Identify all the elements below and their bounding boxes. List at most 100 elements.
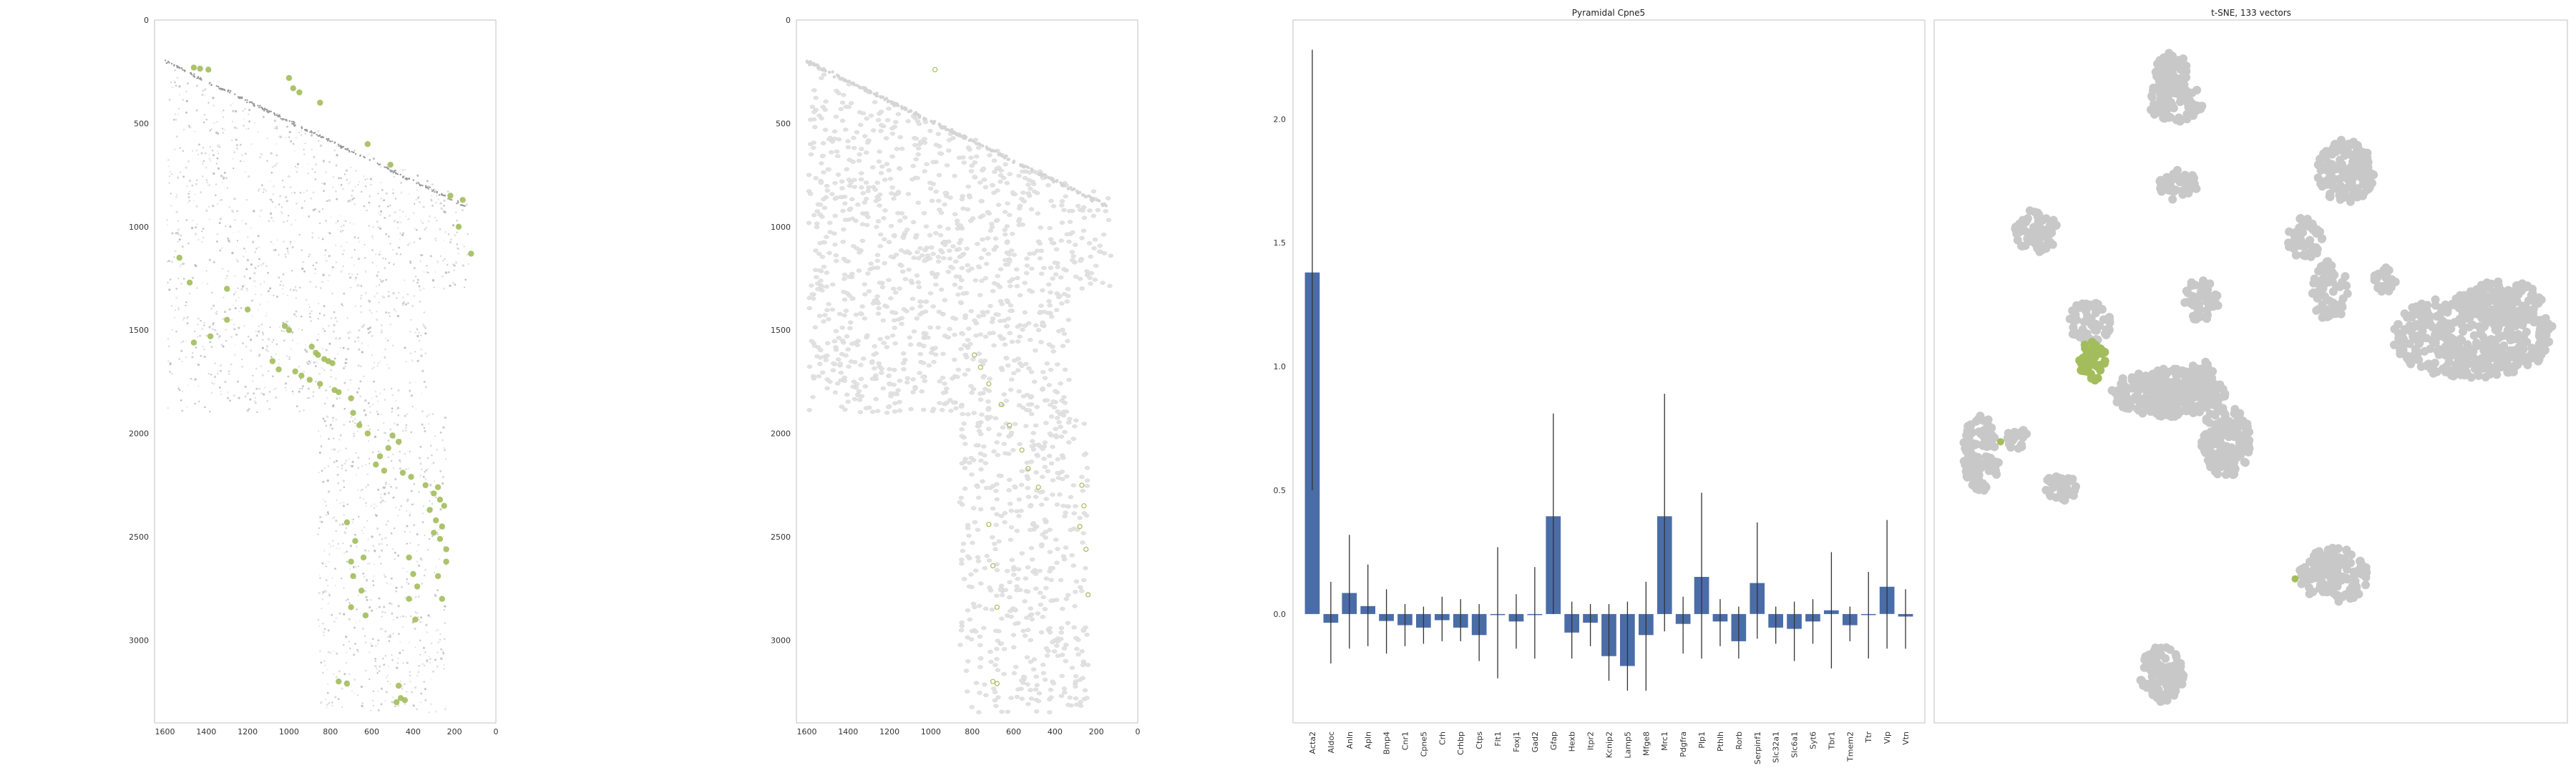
segmented-cell [1019,551,1025,555]
tissue-speck [424,699,427,701]
highlight-point [348,604,354,611]
tissue-speck [258,354,261,356]
boundary-speck [348,150,351,153]
tissue-speck [343,407,346,410]
segmented-cell [1028,207,1035,212]
tissue-speck [412,212,415,215]
segmented-cell [844,334,850,339]
tissue-speck [336,198,338,200]
x-tick-label: Pdgfra [1679,731,1688,757]
tissue-speck [375,395,378,398]
segmented-cell [853,312,859,317]
boundary-speck [244,99,246,101]
boundary-speck [827,70,831,74]
highlight-outline [1025,466,1031,472]
segmented-cell [980,313,987,318]
segmented-cell [1040,288,1045,293]
segmented-cell [858,171,864,175]
x-tick-label: 600 [364,727,379,736]
boundary-speck [270,110,272,112]
segmented-cell [884,162,890,166]
segmented-cell [819,288,825,293]
tissue-speck [260,153,263,156]
boundary-speck [220,87,223,90]
segmented-cell [888,223,894,228]
tissue-speck [351,465,353,467]
segmented-cell [1058,238,1064,243]
tissue-speck [326,704,328,706]
tissue-speck [431,204,434,207]
tissue-speck [396,661,399,665]
tissue-speck [402,615,405,618]
tissue-speck [259,283,262,286]
tissue-speck [325,349,328,351]
boundary-speck [391,170,393,172]
segmented-cell [1061,395,1067,399]
segmented-cell [1025,321,1032,326]
segmented-cell [841,272,848,277]
boundary-speck [218,85,220,88]
segmented-cell [922,120,929,125]
segmented-cell [824,341,831,346]
tissue-speck [367,344,369,346]
segmented-cell [1081,452,1088,457]
tissue-speck [286,250,289,253]
segmented-cell [994,646,1000,651]
segmented-cell [932,346,938,350]
tissue-speck [298,132,301,134]
tissue-speck [339,346,341,349]
tissue-speck [279,195,282,198]
segmented-cell [964,689,970,694]
segmented-cell [910,164,916,168]
y-tick-label: 1000 [129,223,149,232]
tissue-speck [436,651,439,653]
segmented-cell [1078,258,1083,263]
segmented-cell [967,617,973,622]
tissue-speck [209,130,212,132]
tissue-speck [360,685,364,689]
tissue-speck [360,284,363,287]
tissue-speck [410,490,413,492]
segmented-cell [1053,247,1060,252]
tissue-speck [419,237,421,240]
segmented-cell [874,253,881,258]
tissue-speck [354,643,356,645]
tissue-speck [379,278,381,281]
tissue-speck [364,526,366,528]
segmented-cell [882,237,887,242]
segmented-cell [925,335,931,340]
segmented-cell [936,172,942,178]
segmented-cell [827,135,834,140]
tissue-speck [294,219,297,221]
tissue-speck [404,303,407,306]
tissue-speck [462,264,464,267]
tissue-speck [217,143,220,147]
tissue-speck [424,534,426,536]
tissue-speck [440,255,441,257]
boundary-speck [922,117,926,120]
tissue-speck [355,621,357,623]
tissue-speck [214,312,217,314]
segmented-cell [827,230,833,235]
tissue-speck [384,500,386,502]
tissue-speck [414,627,416,630]
tissue-speck [447,190,449,193]
highlight-point [286,74,293,82]
segmented-cell [1069,666,1075,670]
tsne-point [2330,165,2339,174]
tissue-speck [210,128,213,130]
segmented-cell [995,638,1001,643]
segmented-cell [948,409,954,413]
boundary-speck [246,101,248,104]
tissue-speck [421,512,424,515]
segmented-cell [1033,495,1039,499]
tissue-speck [185,301,187,303]
tissue-speck [431,535,434,538]
segmented-cell [868,261,874,266]
tissue-speck [443,210,446,213]
tissue-speck [380,413,382,415]
tissue-speck [336,460,338,462]
segmented-cell [957,500,963,505]
segmented-cell [1034,683,1040,688]
tissue-speck [244,152,247,155]
